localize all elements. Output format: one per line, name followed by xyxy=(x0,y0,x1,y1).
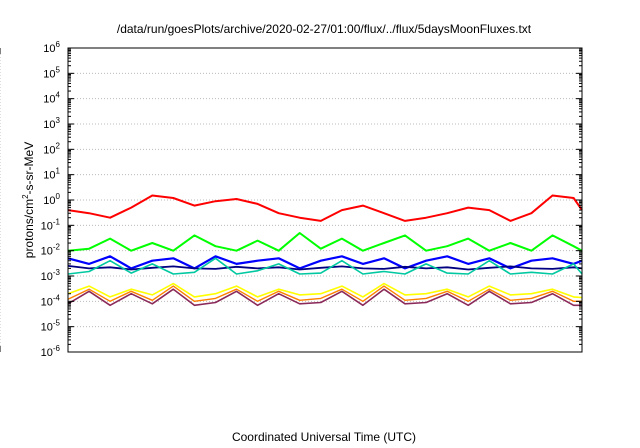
y-tick-label-base: 10 xyxy=(43,43,55,55)
y-tick-label: 103 xyxy=(43,116,60,131)
y-tick-label-base: 10 xyxy=(41,246,53,258)
y-tick-label-exp: -4 xyxy=(53,293,61,302)
y-tick-label: 10-2 xyxy=(41,243,61,258)
y-tick-label-base: 10 xyxy=(43,94,55,106)
y-tick-label-exp: 2 xyxy=(56,141,61,150)
y-axis-label-rest: -s-sr-MeV xyxy=(22,142,36,195)
y-tick-label: 106 xyxy=(43,40,60,55)
series-line-5 xyxy=(67,257,583,275)
series-line-1 xyxy=(67,194,583,222)
y-tick-label: 10-5 xyxy=(41,319,61,334)
y-tick-label-base: 10 xyxy=(43,68,55,80)
y-tick-label-exp: 6 xyxy=(56,40,61,49)
y-axis-label-base: protons/cm xyxy=(22,199,36,258)
y-tick-label-base: 10 xyxy=(41,271,53,283)
y-axis-label: protons/cm2-s-sr-MeV xyxy=(21,142,36,258)
series-lines xyxy=(67,194,583,307)
y-tick-label-exp: 1 xyxy=(56,167,61,176)
y-tick-label: 10-1 xyxy=(41,217,61,232)
y-tick-label: 101 xyxy=(43,167,60,182)
y-tick-label-exp: -3 xyxy=(53,268,61,277)
series-line-2 xyxy=(67,232,583,252)
y-tick-label: 104 xyxy=(43,91,60,106)
y-tick-label: 10-6 xyxy=(41,344,61,359)
y-tick-label-base: 10 xyxy=(41,347,53,359)
y-tick-label-exp: -2 xyxy=(53,243,61,252)
y-tick-label-exp: 0 xyxy=(56,192,61,201)
y-axis-label-sup: 2 xyxy=(21,194,30,199)
series-line-8 xyxy=(67,288,582,307)
y-tick-label: 10-3 xyxy=(41,268,61,283)
x-axis-label: Coordinated Universal Time (UTC) xyxy=(232,430,416,444)
y-tick-label-base: 10 xyxy=(43,119,55,131)
y-tick-label-base: 10 xyxy=(43,195,55,207)
y-tick-label: 100 xyxy=(43,192,60,207)
grid-lines xyxy=(0,48,582,352)
y-tick-label-exp: 3 xyxy=(56,116,61,125)
y-tick-label-exp: -5 xyxy=(53,319,61,328)
series-line-7 xyxy=(67,285,582,302)
y-tick-label: 105 xyxy=(43,65,60,80)
y-tick-label-base: 10 xyxy=(43,170,55,182)
y-tick-label-base: 10 xyxy=(41,322,53,334)
series-line-6 xyxy=(67,282,583,299)
y-tick-label: 10-4 xyxy=(41,293,61,308)
y-tick-label-exp: -6 xyxy=(53,344,61,353)
y-tick-label-exp: 5 xyxy=(56,65,61,74)
y-tick-label-exp: 4 xyxy=(56,91,61,100)
y-tick-label-base: 10 xyxy=(41,220,53,232)
y-tick-label: 102 xyxy=(43,141,60,156)
y-axis-ticks: 10-610-510-410-310-210-11001011021031041… xyxy=(41,40,582,359)
chart-title: /data/run/goesPlots/archive/2020-02-27/0… xyxy=(117,22,532,36)
y-tick-label-base: 10 xyxy=(43,144,55,156)
y-tick-label-exp: -1 xyxy=(53,217,61,226)
y-tick-label-base: 10 xyxy=(41,296,53,308)
